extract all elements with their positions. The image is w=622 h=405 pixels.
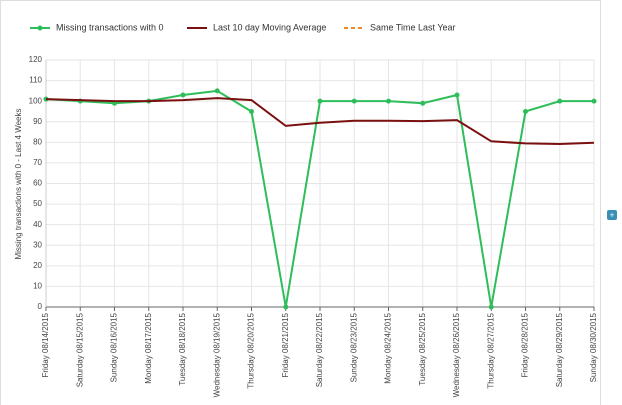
point [317,98,323,104]
x-tick-label: Monday 08/24/2015 [384,312,393,383]
y-tick-label: 120 [29,55,43,64]
point [386,98,391,104]
point [454,92,460,98]
point [249,108,254,114]
x-tick-label: Saturday 08/22/2015 [315,312,324,387]
panel [0,0,601,405]
y-tick-label: 90 [33,117,42,126]
y-tick-label: 10 [33,282,42,291]
point [591,98,597,104]
point [214,88,220,94]
point [523,108,528,114]
y-tick-label: 30 [33,240,42,249]
y-tick-label: 20 [33,261,42,270]
legend-label: Missing transactions with 0 [56,22,164,32]
y-tick-label: 50 [33,199,42,208]
x-tick-label: Sunday 08/16/2015 [110,312,119,382]
x-tick-label: Friday 08/28/2015 [521,312,530,377]
legend-marker [37,25,43,31]
help-icon-glyph: + [610,211,615,220]
point [557,98,563,104]
y-tick-label: 100 [29,96,43,105]
x-tick-label: Thursday 08/20/2015 [247,312,256,388]
y-tick-label: 0 [38,302,43,311]
point [180,92,186,98]
help-icon[interactable] [607,210,617,220]
y-tick-label: 60 [33,179,42,188]
point [488,304,494,310]
x-tick-label: Wednesday 08/19/2015 [212,312,221,397]
x-tick-label: Saturday 08/15/2015 [75,312,84,387]
x-tick-label: Tuesday 08/25/2015 [418,312,427,385]
y-tick-label: 40 [33,220,42,229]
x-tick-label: Wednesday 08/26/2015 [452,312,461,397]
x-tick-label: Friday 08/14/2015 [41,312,50,377]
x-tick-label: Saturday 08/29/2015 [555,312,564,387]
x-tick-label: Friday 08/21/2015 [281,312,290,377]
x-tick-label: Monday 08/17/2015 [144,312,153,383]
y-tick-label: 70 [33,158,42,167]
x-tick-label: Sunday 08/30/2015 [589,312,598,382]
point [351,98,357,104]
point [283,304,289,310]
y-axis-label: Missing transactions with 0 - Last 4 Wee… [14,108,23,259]
x-tick-label: Tuesday 08/18/2015 [178,312,187,385]
legend-label: Same Time Last Year [370,22,456,32]
y-tick-label: 110 [29,76,42,85]
series-line [45,97,595,145]
point [420,100,426,106]
y-tick-label: 80 [33,137,42,146]
legend-label: Last 10 day Moving Average [213,22,326,32]
x-tick-label: Sunday 08/23/2015 [349,312,358,382]
x-tick-label: Thursday 08/27/2015 [486,312,495,388]
